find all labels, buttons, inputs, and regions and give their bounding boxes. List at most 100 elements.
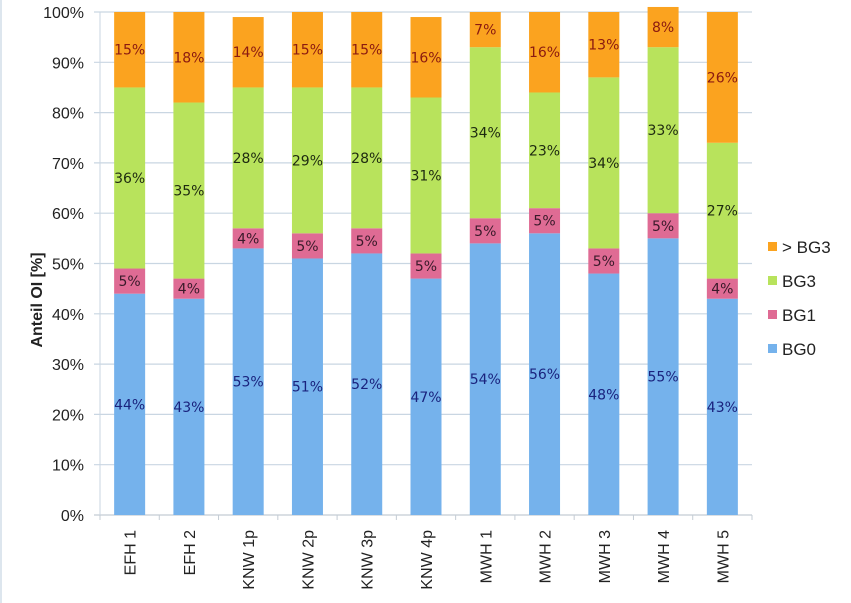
data-label: 36% — [114, 171, 145, 187]
y-tick-label: 90% — [52, 55, 84, 72]
bar-segment-bg0 — [173, 298, 205, 515]
bar-segment-bg0 — [410, 278, 442, 515]
x-category-label: KNW 4p — [419, 530, 436, 590]
data-label: 48% — [588, 387, 619, 403]
data-label: 52% — [351, 377, 382, 393]
y-tick-label: 50% — [52, 257, 84, 274]
y-axis-ticks: 0% 10% 20% 30% 40% 50% 60% 70% 80% 90% 100% — [43, 5, 84, 525]
data-label: 53% — [233, 375, 264, 391]
data-label: 4% — [237, 231, 259, 247]
data-label: 47% — [410, 390, 441, 406]
data-label: 8% — [652, 20, 674, 36]
bars — [114, 6, 738, 515]
data-label: 5% — [415, 259, 437, 275]
bar-segment-bg1 — [529, 208, 561, 234]
data-label: 7% — [474, 23, 496, 39]
bar-segment-bg3 — [529, 92, 561, 209]
bar-segment-bg3 — [291, 12, 323, 88]
data-label: 23% — [529, 143, 560, 159]
data-labels: 44% 5% 36% 15% 43% 4% 35% 18% 53% 4% 28% 14% 51% 5% 29… — [114, 20, 738, 416]
bar-segment-bg3 — [410, 17, 442, 98]
bar-segment-bg3 — [114, 12, 146, 88]
y-tick-label: 20% — [52, 407, 84, 424]
data-label: 43% — [707, 400, 738, 416]
x-category-label: MWH 4 — [656, 530, 673, 583]
data-label: 15% — [351, 43, 382, 59]
bar-segment-bg0 — [588, 273, 620, 515]
bar-segment-bg1 — [469, 218, 501, 244]
data-label: 26% — [707, 70, 738, 86]
bar-segment-bg3 — [351, 87, 383, 229]
y-tick-label: 100% — [43, 5, 84, 22]
data-label: 33% — [648, 123, 679, 139]
bar-segment-bg3 — [469, 47, 501, 219]
bar-segment-bg0 — [291, 258, 323, 515]
data-label: 34% — [470, 126, 501, 142]
x-category-label: MWH 1 — [478, 530, 495, 583]
legend-swatch — [768, 276, 777, 285]
legend-swatch — [768, 310, 777, 319]
legend-swatch — [768, 344, 777, 353]
y-tick-label: 40% — [52, 307, 84, 324]
y-axis-label: Anteil OI [%] — [29, 252, 46, 347]
bar-segment-bg3 — [469, 12, 501, 48]
bar-segment-bg1 — [588, 248, 620, 274]
bar-segment-bg3 — [647, 47, 679, 214]
x-category-label: EFH 1 — [123, 530, 140, 575]
data-label: 51% — [292, 380, 323, 396]
legend-swatch — [768, 242, 777, 251]
x-category-label: MWH 2 — [538, 530, 555, 583]
y-tick-label: 0% — [61, 508, 84, 525]
x-category-label: KNW 1p — [241, 530, 258, 590]
bar-segment-bg3 — [410, 97, 442, 254]
data-label: 43% — [173, 400, 204, 416]
bar-segment-bg1 — [351, 228, 383, 254]
bar-segment-bg0 — [647, 238, 679, 515]
data-label: 44% — [114, 397, 145, 413]
bar-segment-bg3 — [232, 17, 264, 88]
bar-segment-bg3 — [647, 6, 679, 48]
bar-segment-bg1 — [410, 253, 442, 279]
bar-segment-bg3 — [706, 12, 738, 143]
y-tick-label: 70% — [52, 156, 84, 173]
bar-segment-bg3 — [529, 12, 561, 93]
bar-segment-bg1 — [291, 233, 323, 259]
data-label: 5% — [652, 219, 674, 235]
bar-segment-bg3 — [588, 77, 620, 249]
bar-segment-bg0 — [351, 253, 383, 515]
bar-segment-bg1 — [114, 268, 146, 294]
data-label: 5% — [474, 224, 496, 240]
data-label: 35% — [173, 184, 204, 200]
bar-segment-bg1 — [173, 278, 205, 299]
x-category-label: KNW 3p — [360, 530, 377, 590]
bar-segment-bg3 — [114, 87, 146, 269]
bar-segment-bg3 — [706, 142, 738, 279]
x-axis: EFH 1 EFH 2 KNW 1p KNW 2p KNW 3p KNW 4p MWH 1 M… — [99, 515, 753, 590]
x-category-label: MWH 3 — [597, 530, 614, 583]
data-label: 5% — [296, 239, 318, 255]
data-label: 27% — [707, 204, 738, 220]
data-label: 4% — [711, 282, 733, 298]
data-label: 18% — [173, 50, 204, 66]
bar-segment-bg1 — [706, 278, 738, 299]
bar-segment-bg0 — [469, 243, 501, 515]
data-label: 28% — [233, 151, 264, 167]
bar-segment-bg3 — [173, 102, 205, 279]
data-label: 29% — [292, 153, 323, 169]
data-label: 54% — [470, 372, 501, 388]
bar-segment-bg1 — [232, 228, 264, 249]
data-label: 15% — [114, 43, 145, 59]
bar-segment-bg3 — [351, 12, 383, 88]
legend-label: BG1 — [782, 306, 816, 325]
bar-segment-bg0 — [529, 233, 561, 515]
data-label: 56% — [529, 367, 560, 383]
data-label: 5% — [119, 274, 141, 290]
legend-label: BG0 — [782, 340, 816, 359]
legend: > BG3 BG3 BG1 BG0 — [768, 238, 831, 359]
bar-segment-bg3 — [173, 12, 205, 103]
bar-segment-bg3 — [588, 12, 620, 78]
bar-segment-bg0 — [706, 298, 738, 515]
bar-segment-bg3 — [291, 87, 323, 234]
x-category-label: EFH 2 — [182, 530, 199, 575]
